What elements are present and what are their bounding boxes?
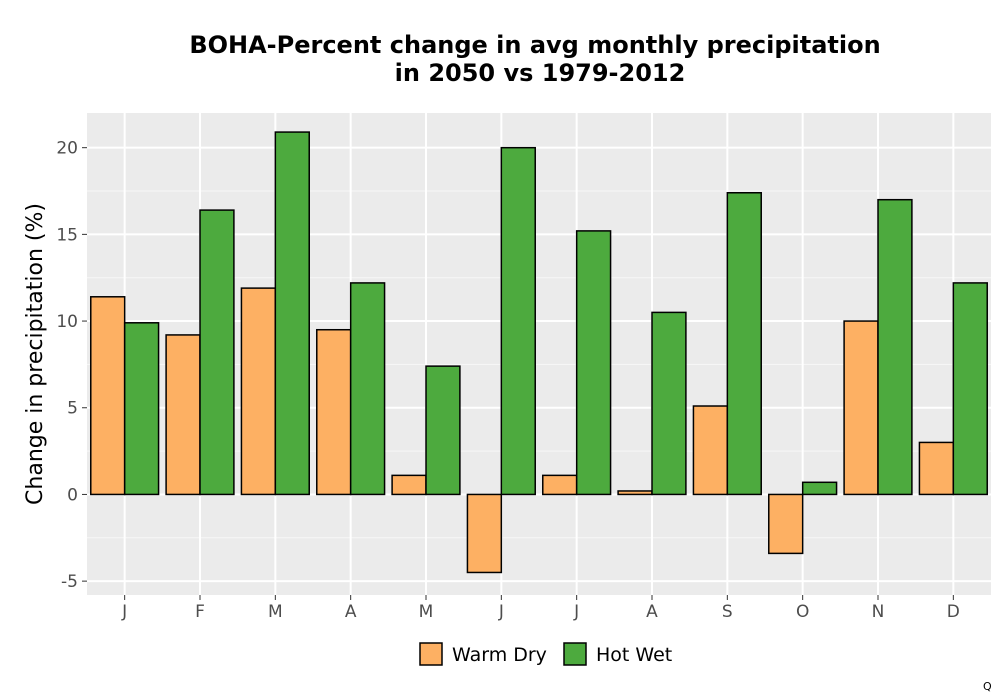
bar-warm-dry-9	[768, 493, 804, 555]
legend-label-warm-dry: Warm Dry	[452, 644, 547, 666]
bar-hot-wet-6	[575, 230, 612, 496]
x-tick-label: M	[419, 602, 434, 622]
bar-warm-dry-3	[316, 328, 352, 496]
y-tick-label: 20	[56, 139, 78, 159]
x-tick-label: A	[646, 602, 658, 622]
x-tick-label: O	[796, 602, 809, 622]
y-tick-label: 10	[56, 312, 78, 332]
x-tick-label: D	[947, 602, 960, 622]
bar-warm-dry-4	[391, 474, 427, 496]
x-tick-label: J	[498, 602, 504, 622]
bar-warm-dry-7	[617, 490, 653, 496]
y-tick-label: 5	[67, 399, 78, 419]
legend-key-warm-dry	[419, 642, 443, 666]
bars	[90, 131, 988, 574]
x-tick-label: J	[573, 602, 579, 622]
bar-warm-dry-5	[466, 493, 503, 574]
bar-hot-wet-5	[500, 146, 536, 496]
bar-warm-dry-8	[692, 405, 729, 496]
bar-warm-dry-11	[918, 441, 955, 496]
bar-hot-wet-11	[952, 282, 988, 496]
legend-key-hot-wet	[563, 642, 587, 666]
chart-title-line-2: in 2050 vs 1979-2012	[395, 59, 686, 87]
chart-title-line-1: BOHA-Percent change in avg monthly preci…	[189, 31, 880, 59]
x-tick-label: S	[722, 602, 733, 622]
y-tick-label: 0	[67, 485, 78, 505]
bar-hot-wet-0	[123, 322, 160, 496]
bar-hot-wet-1	[199, 209, 235, 496]
y-tick-label: -5	[61, 572, 78, 592]
bar-hot-wet-3	[349, 282, 386, 496]
bar-hot-wet-4	[425, 365, 461, 496]
bar-hot-wet-9	[801, 481, 838, 496]
x-tick-label: N	[872, 602, 885, 622]
x-tick-label: J	[121, 602, 127, 622]
bar-warm-dry-2	[240, 287, 277, 496]
y-axis-label: Change in precipitation (%)	[23, 203, 48, 505]
legend-label-hot-wet: Hot Wet	[596, 644, 672, 666]
bar-warm-dry-10	[843, 320, 879, 496]
bar-warm-dry-1	[165, 334, 201, 496]
x-tick-label: M	[268, 602, 283, 622]
y-tick-label: 15	[56, 225, 78, 245]
bar-warm-dry-0	[90, 296, 126, 496]
footer-mark: Q	[983, 680, 992, 693]
bar-hot-wet-8	[726, 192, 762, 496]
bar-hot-wet-2	[274, 131, 310, 496]
bar-hot-wet-10	[877, 198, 913, 496]
plot-panel	[87, 113, 991, 595]
x-tick-label: A	[345, 602, 357, 622]
legend: Warm Dry Hot Wet	[419, 642, 672, 666]
y-axis-ticks: -5 0 5 10 15 20	[56, 139, 87, 592]
x-tick-label: F	[195, 602, 205, 622]
bar-hot-wet-7	[651, 311, 687, 496]
bar-warm-dry-6	[542, 474, 578, 496]
